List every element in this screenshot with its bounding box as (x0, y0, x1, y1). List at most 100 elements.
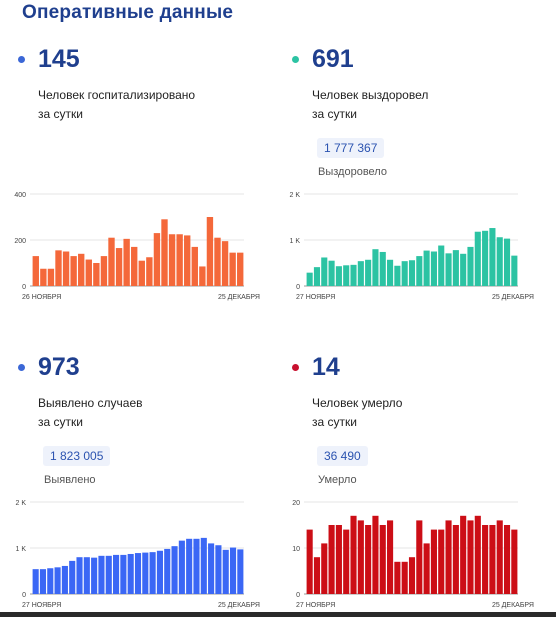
bar (98, 555, 105, 594)
x-start-label: 27 НОЯБРЯ (296, 294, 335, 301)
window-bottom-edge (0, 612, 556, 617)
bar (229, 547, 237, 594)
bar (474, 515, 481, 594)
stat-head: 145 (18, 42, 80, 76)
bar (321, 543, 328, 594)
cases-total-label: Выявлено (44, 474, 96, 486)
bar (328, 525, 335, 594)
bar (467, 520, 474, 594)
bar (39, 569, 47, 594)
bar (186, 538, 193, 594)
y-tick-label: 2 K (289, 192, 300, 199)
bar (321, 257, 328, 286)
hospitalized-chart: 0 200 400 26 НОЯБРЯ 25 ДЕКАБРЯ (14, 192, 260, 301)
bar (474, 231, 481, 286)
cases-chart: 0 1 K 2 K 27 НОЯБРЯ 25 ДЕКАБРЯ (15, 500, 260, 609)
cases-panel: 973 Выявлено случаев за сутки 1 823 005 … (18, 350, 268, 610)
bar (76, 557, 83, 594)
bar (379, 525, 386, 594)
deaths-panel: 14 Человек умерло за сутки 36 490 Умерло (292, 350, 542, 610)
bar (54, 567, 61, 594)
bar (467, 246, 474, 286)
status-dot-icon (18, 55, 25, 63)
bar (387, 520, 394, 594)
bar (93, 263, 100, 286)
deaths-chart: 0 10 20 27 НОЯБРЯ 25 ДЕКАБРЯ (292, 500, 534, 609)
y-tick-label: 0 (22, 592, 26, 599)
x-end-label: 25 ДЕКАБРЯ (492, 294, 534, 301)
bar (438, 245, 445, 286)
bar (357, 520, 364, 594)
status-dot-icon (292, 55, 299, 63)
bar (229, 252, 236, 286)
bar (496, 520, 503, 594)
stat-head: 691 (292, 42, 354, 76)
y-tick-label: 2 K (15, 500, 26, 507)
bar (401, 261, 408, 286)
bar (153, 233, 161, 286)
y-tick-label: 200 (14, 238, 26, 245)
bar (171, 546, 178, 594)
y-tick-label: 0 (296, 592, 300, 599)
bar (511, 255, 518, 286)
bar (482, 525, 489, 594)
y-tick-label: 20 (292, 500, 300, 507)
bar (108, 237, 115, 286)
bar (489, 525, 496, 594)
recovered-value: 691 (312, 44, 354, 73)
bar (343, 265, 350, 286)
bar (379, 251, 386, 286)
bar (85, 259, 92, 286)
y-tick-label: 0 (22, 284, 26, 291)
bar (372, 249, 379, 286)
bar (149, 552, 156, 594)
recovered-total-label: Выздоровело (318, 166, 387, 178)
bar (55, 250, 62, 286)
bar (138, 260, 145, 286)
bar (511, 529, 518, 594)
bar (178, 540, 185, 594)
bar (445, 520, 452, 594)
recovered-panel: 691 Человек выздоровел за сутки 1 777 36… (292, 42, 542, 312)
bar (343, 529, 350, 594)
bar (460, 515, 467, 594)
y-tick-label: 1 K (15, 546, 26, 553)
bar (184, 235, 191, 286)
recovered-total: 1 777 367 (317, 138, 385, 158)
bar (452, 525, 459, 594)
bar (176, 234, 183, 286)
hospitalized-panel: 145 Человек госпитализировано за сутки (18, 42, 268, 312)
hospitalized-description: Человек госпитализировано за сутки (38, 88, 196, 121)
deaths-value: 14 (312, 352, 340, 381)
x-start-label: 26 НОЯБРЯ (22, 294, 61, 301)
bar (200, 537, 207, 594)
bar (127, 553, 134, 594)
bar (164, 548, 171, 594)
x-start-label: 27 НОЯБРЯ (296, 602, 335, 609)
bar (193, 538, 200, 594)
bar (131, 246, 138, 286)
bar (134, 553, 142, 594)
bar (221, 241, 229, 286)
bar (100, 256, 108, 286)
deaths-total-label: Умерло (318, 474, 357, 486)
bar (237, 252, 244, 286)
status-dot-icon (18, 363, 25, 371)
cases-total: 1 823 005 (43, 446, 111, 466)
bar (70, 256, 77, 286)
bar (206, 217, 214, 286)
bar (452, 250, 459, 286)
bar (69, 560, 76, 594)
bar (394, 265, 401, 286)
bar (408, 260, 416, 286)
deaths-description: Человек умерло за сутки (312, 396, 403, 429)
stat-head: 14 (292, 350, 340, 384)
bar (306, 272, 313, 286)
bar (430, 251, 437, 286)
bar (208, 543, 215, 594)
bar (142, 552, 149, 594)
bar (503, 238, 511, 286)
bar (416, 256, 423, 286)
status-dot-icon (292, 363, 299, 371)
bar (335, 266, 342, 286)
